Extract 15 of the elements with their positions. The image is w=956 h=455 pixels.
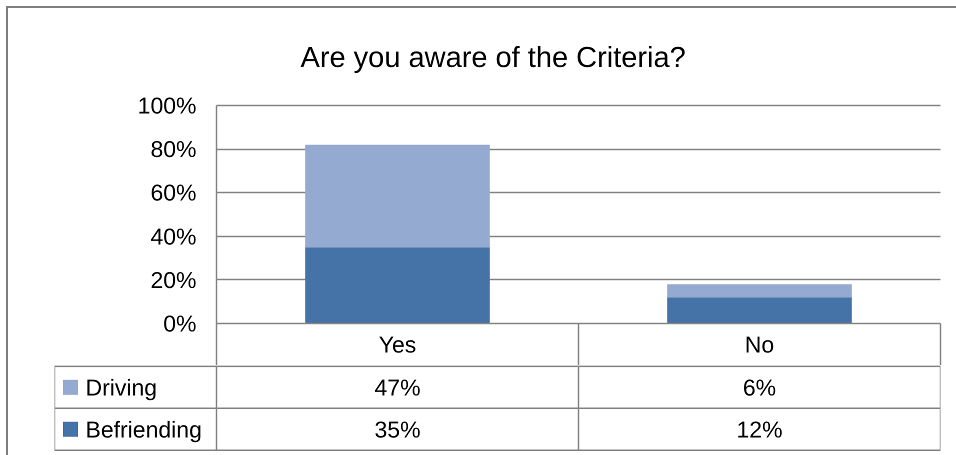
y-tick-label: 60% [150, 180, 197, 206]
y-tick-label: 40% [150, 223, 197, 250]
y-tick-label: 100% [138, 92, 197, 118]
x-tick-label: Yes [378, 332, 416, 358]
y-tick-label: 80% [150, 136, 197, 162]
legend-label: Befriending [86, 416, 202, 442]
chart-title: Are you aware of the Criteria? [300, 42, 686, 74]
data-label: 12% [736, 416, 783, 442]
data-label: 47% [374, 374, 421, 400]
y-tick-label: 20% [150, 266, 197, 293]
x-tick-label: No [744, 332, 774, 358]
y-tick-label: 0% [163, 310, 197, 336]
data-label: 35% [374, 416, 421, 442]
data-label: 6% [742, 374, 776, 400]
legend-label: Driving [86, 374, 158, 400]
